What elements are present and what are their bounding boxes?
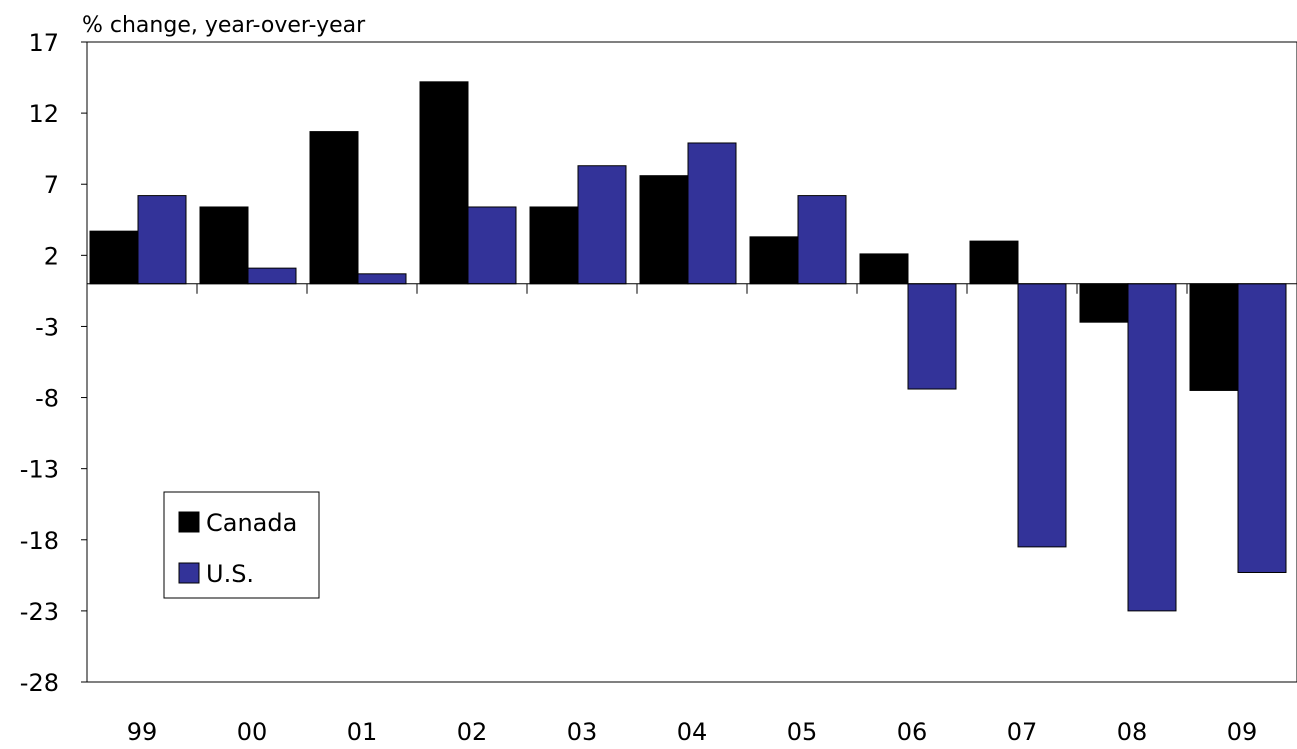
x-tick-label: 05 bbox=[787, 718, 818, 746]
y-tick-label: -23 bbox=[20, 598, 59, 626]
y-tick-label: 2 bbox=[44, 242, 59, 270]
bar-canada-99 bbox=[89, 230, 139, 285]
y-axis-unit-label: % change, year-over-year bbox=[82, 13, 366, 38]
bar-us-01 bbox=[357, 273, 407, 285]
y-tick-label: -18 bbox=[20, 527, 59, 555]
bar-canada-02 bbox=[419, 81, 469, 285]
bar-us-99 bbox=[137, 195, 187, 285]
legend: Canada U.S. bbox=[163, 491, 320, 599]
bar-us-05 bbox=[797, 195, 847, 285]
bar-canada-07 bbox=[969, 240, 1019, 285]
x-tick-label: 00 bbox=[237, 718, 268, 746]
y-tick-label: -13 bbox=[20, 456, 59, 484]
x-axis-ticks: 99 00 01 02 03 04 05 06 07 08 09 bbox=[127, 283, 1258, 746]
bar-canada-08 bbox=[1079, 283, 1129, 323]
x-tick-label: 07 bbox=[1007, 718, 1038, 746]
x-tick-label: 08 bbox=[1117, 718, 1148, 746]
y-tick-label: -3 bbox=[35, 313, 59, 341]
bar-canada-06 bbox=[859, 253, 909, 285]
y-tick-label: 12 bbox=[28, 100, 59, 128]
y-axis-ticks: 17 12 7 2 -3 -8 -13 -18 -23 -28 bbox=[20, 29, 87, 697]
bar-us-09 bbox=[1237, 283, 1287, 573]
plot-area-frame bbox=[86, 41, 1297, 683]
legend-label-canada: Canada bbox=[206, 509, 297, 537]
x-tick-label: 04 bbox=[677, 718, 708, 746]
bar-canada-01 bbox=[309, 131, 359, 285]
bar-us-06 bbox=[907, 283, 957, 390]
x-tick-label: 99 bbox=[127, 718, 158, 746]
bar-canada-00 bbox=[199, 206, 249, 285]
x-tick-label: 06 bbox=[897, 718, 928, 746]
y-tick-label: -28 bbox=[20, 669, 59, 697]
x-tick-label: 09 bbox=[1227, 718, 1258, 746]
bar-us-02 bbox=[467, 206, 517, 285]
legend-swatch-us bbox=[178, 562, 200, 584]
bar-us-04 bbox=[687, 142, 737, 285]
bar-us-07 bbox=[1017, 283, 1067, 548]
legend-swatch-canada bbox=[178, 511, 200, 533]
bar-canada-05 bbox=[749, 236, 799, 285]
bar-us-08 bbox=[1127, 283, 1177, 612]
y-tick-label: 7 bbox=[44, 171, 59, 199]
bar-canada-04 bbox=[639, 175, 689, 285]
bar-canada-03 bbox=[529, 206, 579, 285]
x-tick-label: 01 bbox=[347, 718, 378, 746]
y-tick-label: 17 bbox=[28, 29, 59, 57]
bar-canada-09 bbox=[1189, 283, 1239, 391]
bars bbox=[89, 81, 1287, 612]
bar-us-03 bbox=[577, 165, 627, 285]
y-tick-label: -8 bbox=[35, 385, 59, 413]
x-tick-label: 02 bbox=[457, 718, 488, 746]
legend-label-us: U.S. bbox=[206, 560, 254, 588]
x-tick-label: 03 bbox=[567, 718, 598, 746]
bar-us-00 bbox=[247, 267, 297, 285]
